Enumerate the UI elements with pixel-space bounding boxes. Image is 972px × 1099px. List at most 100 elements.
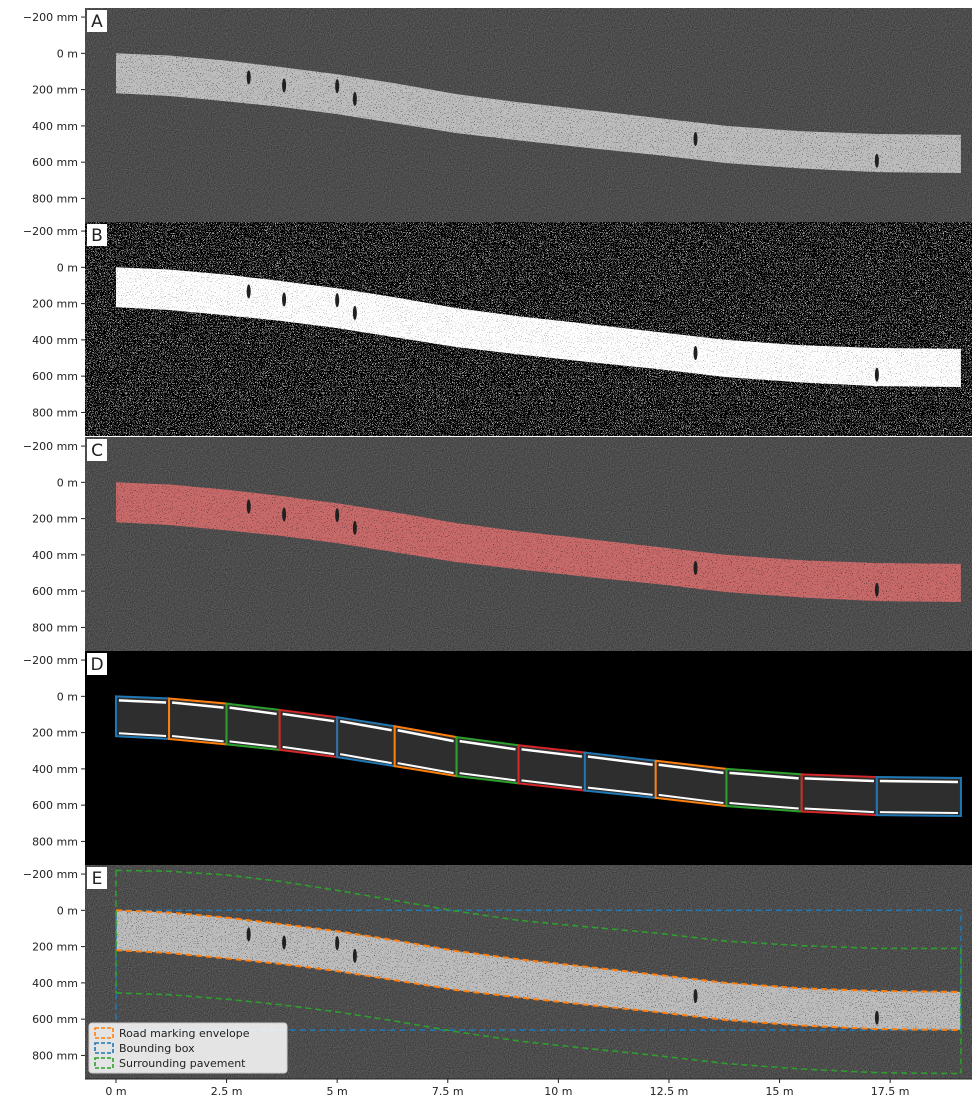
- y-tick-label: 0 m: [57, 690, 78, 703]
- panel-d: D: [85, 651, 972, 865]
- segment-edge-top: [658, 763, 724, 775]
- segment-edge-top: [729, 771, 799, 780]
- legend-swatch: [94, 1057, 114, 1069]
- y-tick-label: 800 mm: [32, 192, 78, 205]
- y-tick-label: −200 mm: [23, 225, 78, 238]
- segment-edge-bottom: [658, 793, 724, 805]
- segment-box: [875, 776, 962, 818]
- x-tick-label: 2.5 m: [211, 1085, 243, 1098]
- y-tick-label: 200 mm: [32, 513, 78, 526]
- marking-defect: [335, 79, 340, 94]
- panel-letter-box: [87, 10, 107, 32]
- segment-fill: [226, 703, 280, 750]
- y-tick-label: 0 m: [57, 476, 78, 489]
- y-tick-label: 600 mm: [32, 799, 78, 812]
- y-tick-label: 400 mm: [32, 334, 78, 347]
- segment-fill: [115, 696, 170, 739]
- segment-edge-top: [587, 755, 653, 766]
- segment-edge-bottom: [282, 745, 335, 756]
- segment-edge-bottom: [729, 802, 799, 810]
- segment-edge-top: [804, 777, 874, 783]
- segment-edge-top: [879, 779, 958, 784]
- segment-edge-top: [118, 699, 167, 704]
- segment-fill: [876, 777, 961, 817]
- panel-e: Road marking envelope Bounding box Surroun…: [85, 865, 972, 1079]
- panel-letter: D: [90, 655, 103, 675]
- y-tick-label: 200 mm: [32, 298, 78, 311]
- marking-defect: [693, 989, 698, 1004]
- segment-fill: [726, 768, 802, 812]
- marking-defect: [335, 508, 340, 523]
- marking-defect: [693, 132, 698, 147]
- x-tick-label: 15 m: [765, 1085, 793, 1098]
- panel-letter: A: [91, 12, 103, 32]
- y-tick-label: 600 mm: [32, 156, 78, 169]
- y-tick-label: −200 mm: [23, 440, 78, 453]
- y-tick-label: 200 mm: [32, 941, 78, 954]
- panel-letter-box: [87, 439, 107, 461]
- segment-edge-bottom: [521, 779, 583, 789]
- segment-edge-top: [171, 701, 224, 709]
- y-tick-label: −200 mm: [23, 868, 78, 881]
- marking-defect: [246, 499, 251, 514]
- segment-edge-top: [229, 706, 277, 716]
- segment-edge-bottom: [397, 762, 454, 775]
- y-tick-label: 800 mm: [32, 621, 78, 634]
- panel-letter-box: [87, 224, 107, 246]
- segment-fill: [169, 698, 227, 745]
- x-tick-label: 17.5 m: [871, 1085, 910, 1098]
- y-tick-label: 0 m: [57, 261, 78, 274]
- marking-defect: [874, 367, 879, 382]
- surrounding-pavement-bottom: [115, 992, 961, 1075]
- segment-edge-top: [459, 739, 516, 751]
- y-tick-label: 200 mm: [32, 727, 78, 740]
- y-tick-label: 400 mm: [32, 763, 78, 776]
- segment-edge-top: [397, 729, 454, 743]
- y-tick-label: −200 mm: [23, 654, 78, 667]
- marking-defect: [282, 78, 287, 93]
- marking-defect: [246, 927, 251, 942]
- panel-c: C: [85, 437, 972, 651]
- panel-letter: E: [92, 869, 103, 889]
- marking-defect: [335, 936, 340, 951]
- marking-defect: [874, 153, 879, 168]
- surrounding-pavement-top: [115, 869, 961, 950]
- marking-defect: [352, 305, 357, 320]
- segment-edge-top: [521, 748, 583, 758]
- marking-defect: [282, 292, 287, 307]
- segment-edge-top: [339, 719, 392, 732]
- y-tick-label: 600 mm: [32, 370, 78, 383]
- x-tick-label: 0 m: [105, 1085, 126, 1098]
- legend-label: Bounding box: [119, 1042, 195, 1055]
- y-tick-label: 800 mm: [32, 406, 78, 419]
- segment-edge-bottom: [339, 753, 392, 765]
- marking-defect: [874, 582, 879, 597]
- segment-edge-bottom: [229, 740, 277, 748]
- marking-defect: [352, 948, 357, 963]
- marking-defect: [282, 935, 287, 950]
- y-tick-label: 400 mm: [32, 549, 78, 562]
- legend-label: Road marking envelope: [119, 1027, 250, 1040]
- panel-letter-box: [87, 867, 107, 889]
- panel-letter: C: [91, 441, 103, 461]
- segment-edge-top: [282, 712, 335, 723]
- panel-a: A: [85, 8, 972, 222]
- marking-defect: [693, 561, 698, 576]
- x-tick-label: 7.5 m: [432, 1085, 464, 1098]
- marking-defect: [352, 91, 357, 106]
- legend-frame: [88, 1022, 288, 1074]
- legend: Road marking envelope Bounding box Surroun…: [88, 1022, 288, 1074]
- segment-edge-bottom: [587, 786, 653, 796]
- segment-edge-bottom: [879, 811, 958, 815]
- y-tick-label: 200 mm: [32, 84, 78, 97]
- segment-edge-bottom: [804, 807, 874, 814]
- y-tick-label: 400 mm: [32, 977, 78, 990]
- marking-defect: [282, 507, 287, 522]
- segment-edge-bottom: [118, 732, 167, 737]
- y-tick-label: 800 mm: [32, 1049, 78, 1062]
- legend-swatch: [94, 1042, 114, 1054]
- panel-b: B: [85, 222, 972, 436]
- marking-defect: [246, 284, 251, 299]
- road-marking-envelope-bottom: [115, 949, 961, 1031]
